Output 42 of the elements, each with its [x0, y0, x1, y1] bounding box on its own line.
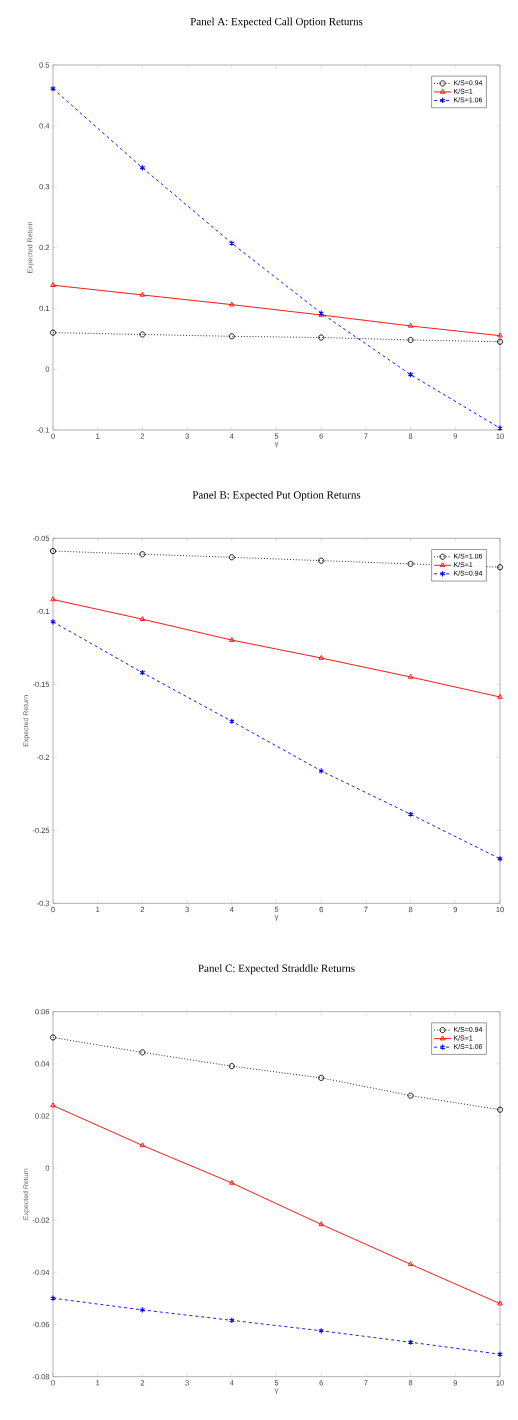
point — [318, 655, 324, 660]
point — [49, 547, 57, 555]
point — [497, 425, 503, 432]
point — [50, 618, 56, 625]
point — [139, 291, 146, 297]
point — [139, 551, 146, 558]
point — [496, 338, 504, 345]
point — [407, 811, 414, 818]
point — [407, 673, 414, 679]
point — [139, 331, 146, 338]
point — [228, 554, 235, 561]
point — [139, 1049, 146, 1056]
point — [496, 564, 504, 571]
point — [229, 637, 235, 642]
point — [49, 329, 57, 336]
point — [407, 1092, 414, 1099]
point — [407, 336, 414, 343]
point — [228, 333, 235, 340]
chart-title: Panel B: Expected Put Option Returns — [192, 490, 361, 501]
point — [139, 1142, 146, 1148]
point — [139, 1306, 146, 1314]
chart-title: Panel A: Expected Call Option Returns — [190, 17, 363, 28]
point — [407, 560, 414, 567]
point — [497, 1351, 503, 1358]
point — [49, 1034, 57, 1041]
point — [318, 1074, 325, 1081]
point — [139, 616, 146, 621]
point — [229, 1179, 235, 1185]
point — [496, 1106, 504, 1113]
point — [228, 1063, 235, 1070]
chart-title: Panel C: Expected Straddle Returns — [198, 964, 355, 975]
point — [50, 85, 56, 92]
point — [318, 557, 325, 564]
point — [50, 1295, 56, 1302]
point — [318, 334, 325, 341]
point — [497, 855, 503, 862]
point — [407, 322, 414, 328]
point — [407, 1339, 414, 1346]
point — [407, 1261, 414, 1267]
point — [318, 1221, 324, 1227]
point — [318, 767, 324, 775]
point — [229, 301, 235, 307]
